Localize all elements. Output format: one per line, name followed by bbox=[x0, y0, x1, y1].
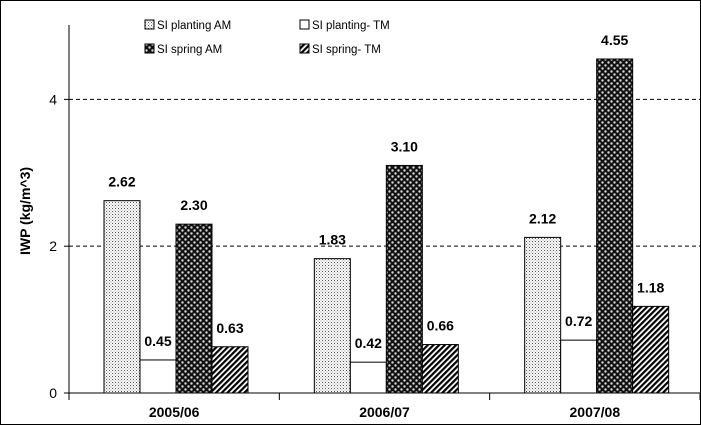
bar-white bbox=[560, 339, 598, 394]
bar-value-label: 0.72 bbox=[565, 313, 592, 329]
gridlines bbox=[69, 98, 700, 247]
legend-swatch bbox=[299, 19, 310, 30]
bar-diagonal-hatch bbox=[632, 305, 670, 394]
y-axis-title: IWP (kg/m^3) bbox=[17, 167, 33, 255]
bar-diagonal-hatch bbox=[211, 346, 249, 394]
y-tick-label: 2 bbox=[49, 238, 57, 254]
legend-label: SI spring- TM bbox=[312, 44, 381, 56]
bar-value-label: 3.10 bbox=[391, 138, 418, 154]
bar-value-label: 1.83 bbox=[319, 232, 346, 248]
x-category-label: 2005/06 bbox=[149, 404, 200, 420]
bar-diagonal-hatch bbox=[421, 344, 459, 394]
bar-fine-dots bbox=[103, 200, 141, 394]
legend-swatch bbox=[144, 19, 155, 30]
x-category-label: 2007/08 bbox=[570, 404, 621, 420]
bar-white bbox=[349, 361, 387, 394]
y-tick-label: 0 bbox=[49, 385, 57, 401]
bar-value-label: 2.30 bbox=[180, 197, 207, 213]
bar-dark-checker bbox=[596, 58, 634, 394]
data-labels: 2.62 0.45 2.30 0.63 1.83 0.42 3.10 0.66 2.12 0.72… bbox=[108, 32, 664, 351]
bar-value-label: 4.55 bbox=[601, 32, 628, 48]
y-tick-label: 4 bbox=[49, 91, 57, 107]
legend-label: SI spring AM bbox=[157, 44, 222, 56]
legend: SI planting AM SI planting- TM SI spring A… bbox=[144, 19, 390, 56]
bar-value-label: 0.42 bbox=[355, 335, 382, 351]
bar-value-label: 0.45 bbox=[144, 333, 171, 349]
bar-fine-dots bbox=[313, 258, 351, 394]
bar-dark-checker bbox=[175, 223, 213, 394]
bar-white bbox=[139, 359, 177, 394]
legend-swatch bbox=[299, 43, 310, 54]
bar-value-label: 1.18 bbox=[637, 279, 664, 295]
bar-fine-dots bbox=[524, 236, 562, 394]
legend-label: SI planting- TM bbox=[312, 20, 390, 32]
bar-dark-checker bbox=[385, 164, 423, 394]
bar-value-label: 2.62 bbox=[108, 174, 135, 190]
bar-value-label: 2.12 bbox=[529, 210, 556, 226]
legend-swatch bbox=[144, 43, 155, 54]
bars bbox=[103, 58, 670, 394]
legend-label: SI planting AM bbox=[157, 20, 231, 32]
bar-value-label: 0.66 bbox=[427, 318, 454, 334]
x-category-label: 2006/07 bbox=[359, 404, 410, 420]
bar-value-label: 0.63 bbox=[216, 320, 243, 336]
